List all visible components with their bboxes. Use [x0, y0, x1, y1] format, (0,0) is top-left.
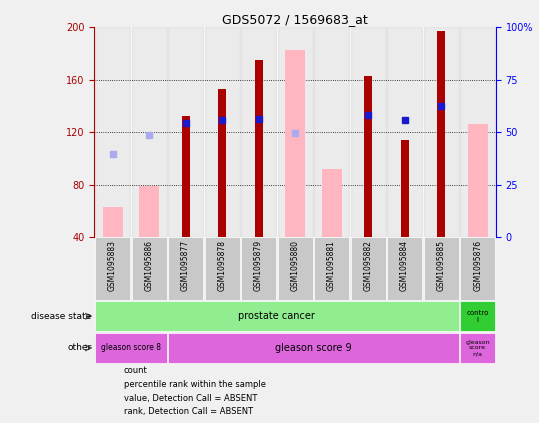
Bar: [460, 333, 495, 363]
Bar: [278, 27, 313, 237]
Text: GSM1095879: GSM1095879: [254, 240, 263, 291]
Text: GSM1095876: GSM1095876: [473, 240, 482, 291]
Bar: [387, 27, 422, 237]
Bar: [95, 333, 167, 363]
Bar: [254, 60, 262, 237]
Bar: [437, 31, 445, 237]
Bar: [468, 124, 488, 237]
Text: GSM1095880: GSM1095880: [291, 240, 300, 291]
Bar: [322, 169, 342, 237]
Bar: [168, 237, 203, 300]
Bar: [182, 116, 190, 237]
Bar: [314, 27, 349, 237]
Text: GSM1095884: GSM1095884: [400, 240, 409, 291]
Text: gleason
score
n/a: gleason score n/a: [465, 340, 490, 356]
Text: value, Detection Call = ABSENT: value, Detection Call = ABSENT: [124, 394, 257, 403]
Text: GSM1095885: GSM1095885: [437, 240, 446, 291]
Text: rank, Detection Call = ABSENT: rank, Detection Call = ABSENT: [124, 407, 253, 416]
Text: gleason score 9: gleason score 9: [275, 343, 351, 353]
Bar: [132, 237, 167, 300]
Bar: [424, 237, 459, 300]
Text: disease state: disease state: [31, 312, 92, 321]
Bar: [95, 27, 130, 237]
Bar: [460, 301, 495, 331]
Text: GSM1095882: GSM1095882: [364, 240, 372, 291]
Title: GDS5072 / 1569683_at: GDS5072 / 1569683_at: [222, 14, 368, 26]
Bar: [278, 237, 313, 300]
Bar: [95, 237, 130, 300]
Bar: [241, 27, 276, 237]
Bar: [424, 27, 459, 237]
Bar: [400, 140, 409, 237]
Text: contro
l: contro l: [466, 310, 489, 323]
Bar: [205, 27, 240, 237]
Bar: [102, 207, 122, 237]
Bar: [168, 27, 203, 237]
Bar: [132, 27, 167, 237]
Text: percentile rank within the sample: percentile rank within the sample: [124, 380, 266, 389]
Text: GSM1095878: GSM1095878: [218, 240, 226, 291]
Bar: [285, 50, 305, 237]
Text: count: count: [124, 366, 148, 375]
Bar: [460, 237, 495, 300]
Bar: [168, 333, 459, 363]
Text: other: other: [67, 343, 92, 352]
Bar: [364, 76, 372, 237]
Bar: [218, 89, 226, 237]
Text: GSM1095886: GSM1095886: [144, 240, 154, 291]
Bar: [387, 237, 422, 300]
Bar: [350, 237, 385, 300]
Bar: [241, 237, 276, 300]
Text: GSM1095881: GSM1095881: [327, 240, 336, 291]
Text: prostate cancer: prostate cancer: [238, 311, 315, 321]
Bar: [460, 27, 495, 237]
Bar: [139, 186, 159, 237]
Bar: [350, 27, 385, 237]
Bar: [205, 237, 240, 300]
Text: gleason score 8: gleason score 8: [101, 343, 161, 352]
Text: GSM1095883: GSM1095883: [108, 240, 117, 291]
Bar: [314, 237, 349, 300]
Text: GSM1095877: GSM1095877: [181, 240, 190, 291]
